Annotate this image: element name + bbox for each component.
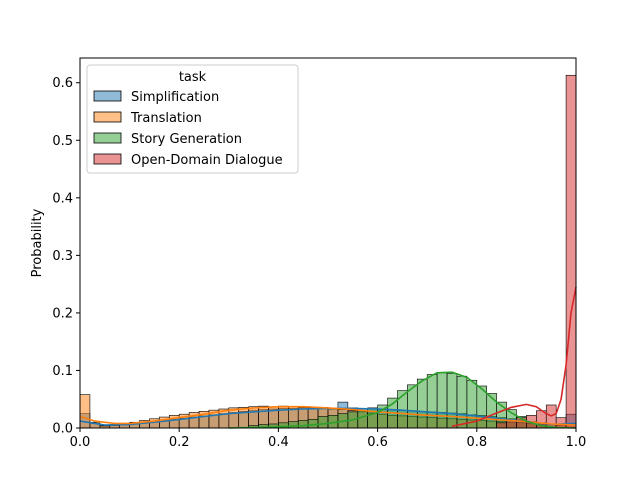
y-tick-label: 0.1 (52, 364, 73, 379)
kde-line-translation (79, 405, 577, 426)
x-tick-label: 0.6 (367, 435, 388, 450)
y-tick-label: 0.3 (52, 249, 73, 264)
kde-layer (79, 286, 577, 429)
bar-open-domain-dialogue-49 (565, 74, 577, 429)
y-tick-label: 0.0 (52, 422, 73, 437)
y-tick-label: 0.5 (52, 134, 73, 149)
legend-label-simplification: Simplification (131, 90, 219, 105)
bar-story-generation-34 (416, 378, 428, 429)
y-axis: 0.0 0.1 0.2 0.3 0.4 0.5 0.6 (52, 76, 80, 437)
y-tick-label: 0.4 (52, 191, 73, 206)
legend-title: task (179, 70, 207, 85)
bar-story-generation-36 (436, 372, 448, 429)
legend-label-translation: Translation (130, 111, 202, 126)
legend: task Simplification Translation Story Gener… (86, 64, 299, 174)
bar-open-domain-dialogue-48 (555, 417, 567, 429)
bar-open-domain-dialogue-42 (496, 422, 507, 429)
bar-story-generation-37 (446, 373, 458, 429)
x-tick-label: 0.4 (268, 435, 289, 450)
bar-story-generation-28 (357, 410, 368, 429)
x-tick-label: 1.0 (566, 435, 587, 450)
legend-swatch-translation (93, 111, 122, 123)
legend-swatch-story-generation (93, 132, 122, 144)
x-tick-label: 0.2 (169, 435, 190, 450)
legend-swatch-open-domain-dialogue (93, 153, 122, 165)
y-tick-label: 0.6 (52, 76, 73, 91)
bar-translation-15 (228, 407, 240, 429)
bar-translation-17 (248, 406, 259, 429)
x-tick-label: 0.0 (70, 435, 91, 450)
bar-story-generation-35 (426, 374, 438, 429)
bar-story-generation-24 (317, 416, 329, 429)
x-axis: 0.0 0.2 0.4 0.6 0.8 1.0 (70, 428, 587, 450)
bar-story-generation-38 (456, 375, 468, 429)
bar-translation-16 (238, 406, 249, 429)
plot-frame (79, 57, 577, 429)
legend-label-open-domain-dialogue: Open-Domain Dialogue (131, 153, 283, 168)
kde-line-story-generation (228, 371, 577, 429)
bar-story-generation-22 (297, 420, 309, 429)
legend-label-story-generation: Story Generation (131, 132, 242, 147)
y-axis-title: Probability (30, 208, 45, 277)
legend-swatch-simplification (93, 90, 122, 102)
legend-box (86, 64, 299, 174)
kde-line-open-domain-dialogue (451, 286, 577, 428)
x-tick-label: 0.8 (466, 435, 487, 450)
y-tick-label: 0.2 (52, 306, 73, 321)
